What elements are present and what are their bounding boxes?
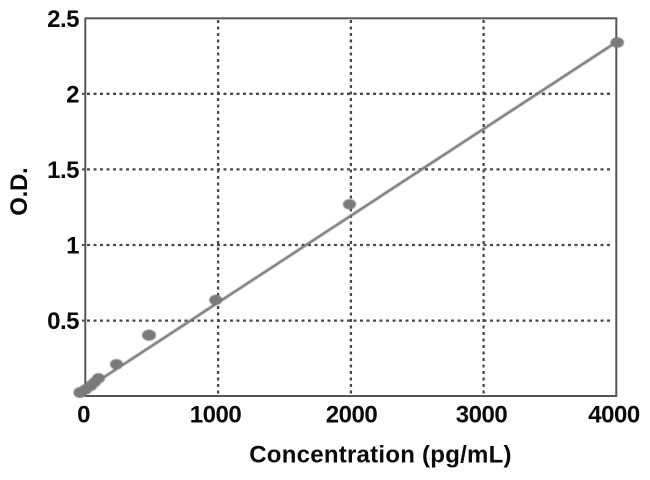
svg-text:1000: 1000 xyxy=(190,402,242,429)
svg-text:1.5: 1.5 xyxy=(47,157,79,184)
svg-text:2000: 2000 xyxy=(326,402,378,429)
svg-text:Concentration (pg/mL): Concentration (pg/mL) xyxy=(249,442,512,469)
svg-text:2.5: 2.5 xyxy=(47,6,79,33)
svg-text:0: 0 xyxy=(77,402,90,429)
svg-text:4000: 4000 xyxy=(588,402,640,429)
svg-text:2: 2 xyxy=(66,82,79,109)
svg-text:1: 1 xyxy=(66,233,79,260)
svg-text:3000: 3000 xyxy=(456,402,508,429)
svg-text:O.D.: O.D. xyxy=(6,168,33,216)
svg-text:0.5: 0.5 xyxy=(47,308,79,335)
